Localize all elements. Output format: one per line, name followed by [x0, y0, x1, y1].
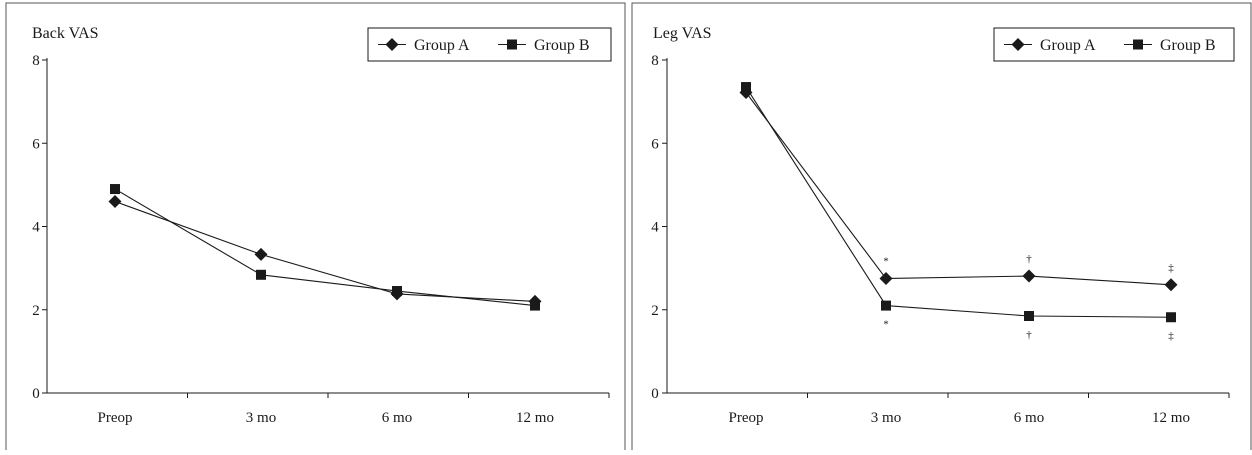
- x-tick-label: 3 mo: [871, 410, 901, 426]
- y-tick-label: 4: [32, 220, 40, 236]
- y-tick-label: 2: [32, 303, 40, 319]
- significance-marker: ‡: [1168, 330, 1174, 342]
- data-point-group-a: [1022, 269, 1036, 283]
- y-tick-label: 0: [32, 386, 40, 402]
- significance-marker: †: [1026, 329, 1032, 341]
- legend-label: Group B: [1160, 37, 1216, 54]
- x-tick-label: Preop: [729, 410, 764, 426]
- series-line-group-a: [114, 201, 536, 302]
- series-line-group-b: [745, 86, 1172, 318]
- data-point-group-b: [881, 300, 891, 311]
- chart-panel-2: Leg VAS 0 2 4 6 8 Preop 3 mo 6 mo 12 mo * * † † ‡ ‡ Grou…: [651, 25, 1235, 426]
- x-tick-label: 6 mo: [382, 410, 412, 426]
- legend-label: Group A: [414, 37, 470, 54]
- right-panel-frame: [631, 2, 1252, 455]
- y-tick-label: 0: [651, 386, 659, 402]
- legend-label: Group A: [1040, 37, 1096, 54]
- legend-label: Group B: [534, 37, 590, 54]
- y-tick-label: 6: [32, 136, 40, 152]
- y-tick-label: 8: [32, 53, 40, 69]
- series-line-group-b: [114, 188, 536, 307]
- significance-marker: *: [883, 256, 889, 268]
- data-point-group-b: [741, 82, 751, 93]
- legend-box: [993, 27, 1235, 62]
- x-tick-label: 3 mo: [246, 410, 276, 426]
- y-tick-label: 8: [651, 53, 659, 69]
- legend-square-marker: [507, 39, 517, 50]
- x-tick-label: 6 mo: [1014, 410, 1044, 426]
- data-point-group-b: [256, 269, 266, 280]
- legend: Group A Group B: [993, 27, 1235, 62]
- data-point-group-b: [530, 300, 540, 311]
- left-panel-frame: [5, 2, 626, 455]
- legend-square-marker: [1133, 39, 1143, 50]
- data-point-group-b: [392, 286, 402, 297]
- data-point-group-a: [1164, 278, 1178, 292]
- series-line-group-a: [745, 92, 1172, 286]
- data-point-group-a: [108, 195, 122, 209]
- legend-diamond-marker: [1011, 38, 1025, 51]
- y-tick-label: 2: [651, 303, 659, 319]
- legend-box: [367, 27, 612, 62]
- significance-marker: *: [883, 319, 889, 331]
- legend: Group A Group B: [367, 27, 612, 62]
- significance-marker: †: [1026, 253, 1032, 265]
- chart-title: Leg VAS: [653, 25, 712, 42]
- x-tick-label: Preop: [98, 410, 133, 426]
- data-point-group-b: [110, 184, 120, 195]
- data-point-group-b: [1166, 312, 1176, 323]
- data-point-group-b: [1024, 310, 1034, 321]
- y-tick-label: 4: [651, 220, 659, 236]
- x-tick-label: 12 mo: [516, 410, 554, 426]
- data-point-group-a: [879, 272, 893, 286]
- y-tick-label: 6: [651, 136, 659, 152]
- legend-diamond-marker: [385, 38, 399, 51]
- chart-title: Back VAS: [32, 25, 99, 42]
- data-point-group-a: [254, 247, 268, 261]
- x-tick-label: 12 mo: [1152, 410, 1190, 426]
- significance-marker: ‡: [1168, 262, 1174, 274]
